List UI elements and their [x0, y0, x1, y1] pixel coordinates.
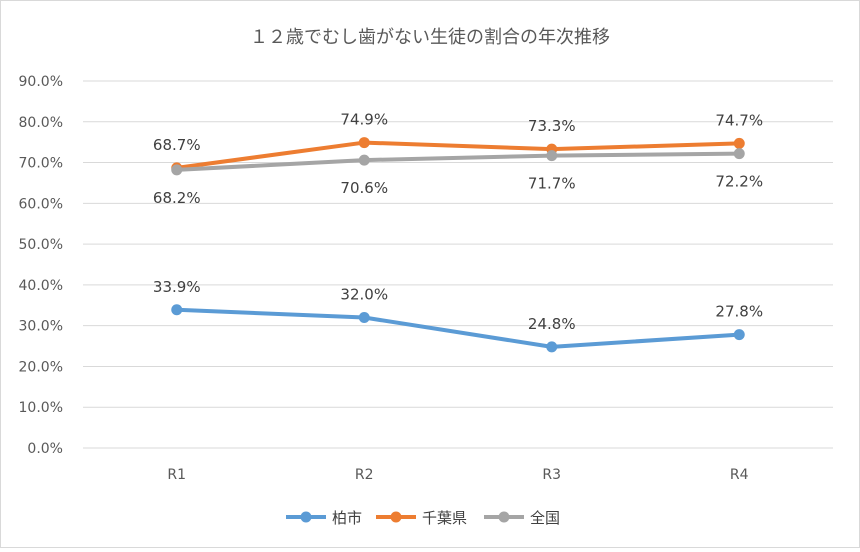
data-point [171, 164, 183, 176]
data-point [358, 312, 370, 324]
data-label: 71.7% [528, 175, 576, 193]
series-line-2 [174, 151, 742, 172]
y-tick-label: 90.0% [19, 74, 63, 90]
x-tick-label: R2 [355, 467, 374, 483]
y-tick-label: 70.0% [19, 156, 63, 172]
legend: 柏市 千葉県 全国 [286, 509, 560, 527]
y-tick-label: 20.0% [19, 359, 63, 375]
series-line-0 [174, 307, 742, 349]
y-tick-label: 10.0% [19, 400, 63, 416]
legend-label: 千葉県 [422, 509, 467, 527]
x-tick-label: R3 [542, 467, 561, 483]
data-label: 68.7% [153, 136, 201, 154]
data-label: 72.2% [715, 173, 763, 191]
data-label: 73.3% [528, 117, 576, 135]
legend-swatch-marker [390, 511, 402, 523]
legend-swatch-marker [300, 511, 312, 523]
chart-title: １２歳でむし歯がない生徒の割合の年次推移 [250, 27, 610, 48]
data-point [358, 154, 370, 166]
series-layer [171, 137, 745, 353]
data-point [546, 150, 558, 162]
y-tick-label: 0.0% [27, 441, 63, 457]
y-tick-label: 60.0% [19, 196, 63, 212]
y-tick-label: 80.0% [19, 115, 63, 131]
x-tick-label: R4 [730, 467, 749, 483]
data-labels: 33.9% 32.0% 24.8% 27.8% 68.7% 74.9% 73.3% 74.7%… [153, 111, 763, 333]
series-line-1 [174, 140, 742, 170]
gridlines [83, 80, 833, 449]
legend-swatch-marker [498, 511, 510, 523]
data-label: 33.9% [153, 278, 201, 296]
data-point [546, 341, 558, 353]
data-label: 70.6% [340, 179, 388, 197]
legend-label: 全国 [530, 509, 560, 527]
data-point [733, 329, 745, 341]
y-axis-ticks: 0.0% 10.0% 20.0% 30.0% 40.0% 50.0% 60.0% 70.0% 8… [19, 74, 63, 457]
data-point [733, 148, 745, 160]
data-point [358, 137, 370, 149]
x-axis-ticks: R1 R2 R3 R4 [167, 467, 748, 483]
x-tick-label: R1 [167, 467, 186, 483]
legend-label: 柏市 [332, 509, 362, 527]
data-point [733, 137, 745, 149]
data-label: 27.8% [715, 303, 763, 321]
data-label: 32.0% [340, 286, 388, 304]
y-tick-label: 40.0% [19, 278, 63, 294]
y-tick-label: 30.0% [19, 319, 63, 335]
data-label: 74.9% [340, 111, 388, 129]
data-point [171, 304, 183, 316]
data-label: 24.8% [528, 315, 576, 333]
y-tick-label: 50.0% [19, 237, 63, 253]
data-label: 74.7% [715, 111, 763, 129]
data-label: 68.2% [153, 189, 201, 207]
